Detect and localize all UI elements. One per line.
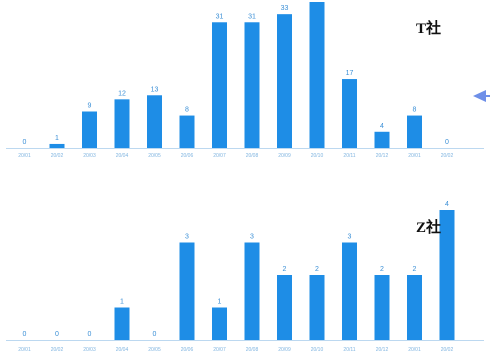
bar-value-label: 9 (88, 103, 92, 110)
bar-value-label: 0 (153, 331, 157, 338)
x-tick-label: 20/04 (116, 347, 129, 353)
x-tick-label: 20/01 (18, 153, 31, 159)
bar-value-label: 4 (380, 123, 384, 130)
company-label: Z社 (416, 218, 441, 236)
bar (82, 111, 97, 148)
bar-value-label: 0 (55, 331, 59, 338)
bar (407, 115, 422, 148)
x-tick-label: 20/02 (441, 153, 454, 159)
bar (212, 22, 227, 148)
x-tick-label: 20/03 (83, 347, 96, 353)
x-tick-label: 20/11 (343, 347, 355, 353)
bar-value-label: 17 (346, 70, 354, 77)
x-tick-label: 20/09 (278, 153, 291, 159)
x-tick-label: 20/01 (408, 347, 421, 353)
bar (277, 14, 292, 148)
x-tick-label: 20/03 (83, 153, 96, 159)
bar (179, 115, 195, 148)
bar-value-label: 3 (250, 234, 254, 241)
bar-value-label: 8 (185, 107, 189, 114)
bar (342, 79, 357, 148)
x-tick-label: 20/07 (213, 153, 226, 159)
bar (114, 307, 130, 340)
x-tick-label: 20/10 (311, 153, 324, 159)
x-tick-label: 20/04 (116, 153, 129, 159)
bar-value-label: 1 (218, 299, 222, 306)
bar (244, 22, 260, 148)
bar-value-label: 0 (23, 331, 27, 338)
bar-value-label: 1 (55, 135, 59, 142)
bar-value-label: 31 (216, 13, 224, 20)
bar (309, 2, 325, 148)
bar (179, 242, 195, 340)
x-tick-label: 20/09 (278, 347, 291, 353)
bar-value-label: 2 (413, 266, 417, 273)
x-tick-label: 20/12 (376, 153, 389, 159)
x-tick-label: 20/01 (18, 347, 31, 353)
bar (439, 210, 455, 340)
bar-value-label: 13 (151, 86, 159, 93)
x-tick-label: 20/02 (441, 347, 454, 353)
x-tick-label: 20/06 (181, 153, 194, 159)
bar (309, 275, 325, 340)
x-tick-label: 20/05 (148, 347, 161, 353)
x-tick-label: 20/01 (408, 153, 421, 159)
decorations (473, 90, 490, 102)
t-company-chart: 0 20/01 1 20/02 9 20/03 12 20/04 13 20/05 8 20/06 31… (6, 2, 484, 159)
bar-value-label: 2 (380, 266, 384, 273)
bar-value-label: 12 (118, 90, 126, 97)
bar-value-label: 4 (445, 201, 449, 208)
bar-value-label: 3 (185, 234, 189, 241)
bar-value-label: 2 (283, 266, 287, 273)
bar (244, 242, 260, 340)
bar (114, 99, 130, 148)
bar-value-label: 0 (88, 331, 92, 338)
bar (407, 275, 422, 340)
z-company-chart: 0 20/01 0 20/02 0 20/03 1 20/04 0 20/05 3 20/06 1 20/… (6, 201, 484, 353)
x-tick-label: 20/12 (376, 347, 389, 353)
x-tick-label: 20/05 (148, 153, 161, 159)
bar-value-label: 0 (445, 139, 449, 146)
x-tick-label: 20/08 (246, 153, 259, 159)
x-tick-label: 20/11 (343, 153, 355, 159)
bar-value-label: 3 (348, 234, 352, 241)
bar-value-label: 1 (120, 299, 124, 306)
bar (374, 275, 390, 340)
x-tick-label: 20/06 (181, 347, 194, 353)
x-tick-label: 20/07 (213, 347, 226, 353)
company-label: T社 (416, 19, 441, 37)
bar (342, 242, 357, 340)
bar-value-label: 0 (23, 139, 27, 146)
arrow-left-icon (473, 90, 486, 102)
bar (374, 131, 390, 148)
x-tick-label: 20/02 (51, 347, 64, 353)
bar (212, 307, 227, 340)
bar (277, 275, 292, 340)
x-tick-label: 20/08 (246, 347, 259, 353)
bar-value-label: 33 (281, 5, 289, 12)
bar (147, 95, 162, 148)
x-tick-label: 20/02 (51, 153, 64, 159)
bar (49, 143, 65, 148)
bar-value-label: 8 (413, 107, 417, 114)
x-tick-label: 20/10 (311, 347, 324, 353)
bar-value-label: 31 (248, 13, 256, 20)
bar-value-label: 2 (315, 266, 319, 273)
